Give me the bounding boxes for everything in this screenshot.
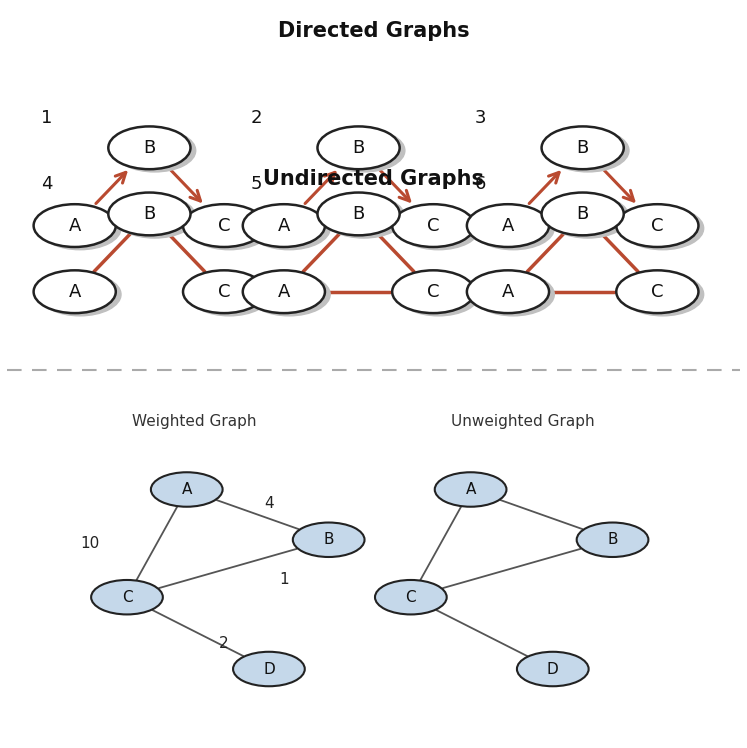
Text: 6: 6 — [474, 174, 486, 193]
Circle shape — [375, 580, 447, 614]
Text: B: B — [323, 533, 334, 548]
Circle shape — [114, 129, 196, 172]
Circle shape — [293, 523, 365, 557]
Text: B: B — [577, 205, 589, 223]
Circle shape — [108, 126, 190, 169]
Text: 5: 5 — [250, 174, 261, 193]
Text: C: C — [651, 283, 663, 301]
Text: C: C — [427, 283, 439, 301]
Circle shape — [472, 207, 554, 250]
Text: A: A — [69, 217, 81, 235]
Circle shape — [467, 204, 549, 247]
Circle shape — [472, 273, 554, 316]
Circle shape — [616, 270, 698, 313]
Text: Undirected Graphs: Undirected Graphs — [263, 169, 484, 189]
Text: A: A — [278, 283, 290, 301]
Circle shape — [547, 195, 629, 238]
Text: C: C — [406, 589, 416, 604]
Circle shape — [188, 207, 270, 250]
Circle shape — [542, 192, 624, 236]
Text: A: A — [502, 217, 514, 235]
Circle shape — [622, 207, 704, 250]
Text: 1: 1 — [41, 108, 52, 126]
Text: A: A — [465, 482, 476, 497]
Circle shape — [34, 204, 116, 247]
Text: C: C — [651, 217, 663, 235]
Circle shape — [108, 192, 190, 236]
Circle shape — [183, 270, 265, 313]
Text: B: B — [143, 139, 155, 157]
Text: B: B — [143, 205, 155, 223]
Text: D: D — [263, 661, 275, 676]
Circle shape — [248, 207, 330, 250]
Circle shape — [151, 472, 223, 506]
Circle shape — [317, 192, 400, 236]
Text: 1: 1 — [279, 571, 288, 586]
Circle shape — [517, 652, 589, 686]
Circle shape — [91, 580, 163, 614]
Text: C: C — [218, 217, 230, 235]
Text: A: A — [69, 283, 81, 301]
Circle shape — [188, 273, 270, 316]
Circle shape — [323, 129, 405, 172]
Circle shape — [233, 652, 305, 686]
Circle shape — [248, 273, 330, 316]
Circle shape — [114, 195, 196, 238]
Text: A: A — [182, 482, 192, 497]
Circle shape — [34, 270, 116, 313]
Text: B: B — [353, 139, 365, 157]
Text: 3: 3 — [474, 108, 486, 126]
Circle shape — [622, 273, 704, 316]
Circle shape — [542, 126, 624, 169]
Text: C: C — [218, 283, 230, 301]
Circle shape — [547, 129, 629, 172]
Circle shape — [317, 126, 400, 169]
Text: 4: 4 — [264, 497, 273, 512]
Text: 2: 2 — [250, 108, 261, 126]
Text: 10: 10 — [80, 536, 99, 551]
Circle shape — [39, 207, 121, 250]
Text: Directed Graphs: Directed Graphs — [278, 21, 469, 41]
Circle shape — [397, 207, 480, 250]
Text: Weighted Graph: Weighted Graph — [132, 414, 256, 429]
Text: Unweighted Graph: Unweighted Graph — [451, 414, 595, 429]
Circle shape — [392, 270, 474, 313]
Text: A: A — [502, 283, 514, 301]
Text: B: B — [353, 205, 365, 223]
Circle shape — [616, 204, 698, 247]
Circle shape — [577, 523, 648, 557]
Circle shape — [39, 273, 121, 316]
Text: 2: 2 — [220, 637, 229, 652]
Circle shape — [467, 270, 549, 313]
Text: C: C — [427, 217, 439, 235]
Circle shape — [183, 204, 265, 247]
Text: D: D — [547, 661, 559, 676]
Text: B: B — [607, 533, 618, 548]
Circle shape — [435, 472, 506, 506]
Circle shape — [323, 195, 405, 238]
Circle shape — [243, 204, 325, 247]
Text: A: A — [278, 217, 290, 235]
Circle shape — [397, 273, 480, 316]
Circle shape — [243, 270, 325, 313]
Circle shape — [392, 204, 474, 247]
Text: 4: 4 — [41, 174, 52, 193]
Text: B: B — [577, 139, 589, 157]
Text: C: C — [122, 589, 132, 604]
